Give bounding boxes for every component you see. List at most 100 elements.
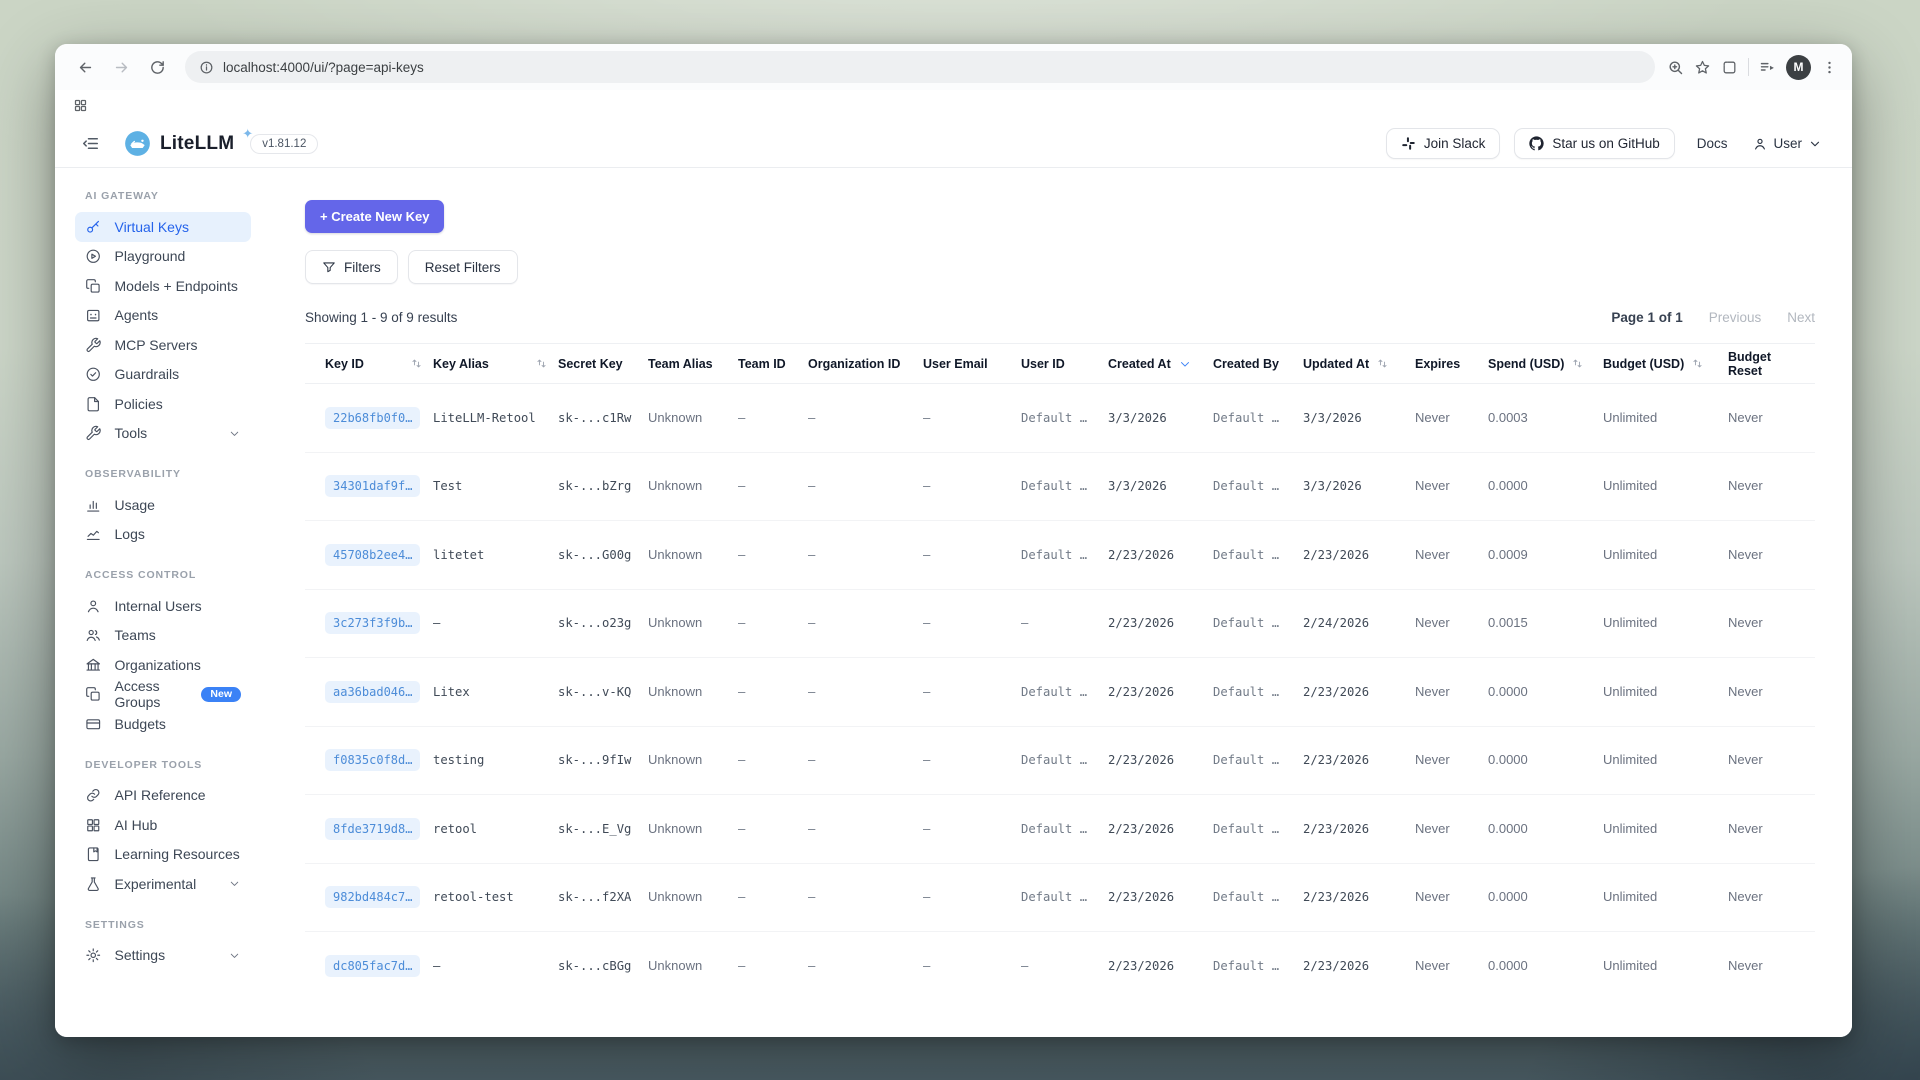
sidebar-item-access-groups[interactable]: Access Groups New [75,678,251,710]
sidebar-item-models-endpoints[interactable]: Models + Endpoints [75,271,251,301]
cell-created-by: Default … [1213,383,1303,453]
cell-value: Never [1415,958,1450,973]
cell-team-id: – [738,657,808,727]
sidebar-item-label: Settings [114,947,166,964]
key-id-link[interactable]: 34301daf9f… [325,475,421,498]
sidebar-item-usage[interactable]: Usage [75,490,251,520]
profile-avatar[interactable]: M [1786,54,1811,80]
sidebar-item-teams[interactable]: Teams [75,621,251,651]
cell-value: – [923,959,931,973]
cell-value: sk-...E_Vg [558,821,632,836]
sort-arrows-icon[interactable] [1571,357,1584,370]
docs-link[interactable]: Docs [1696,136,1728,151]
key-id-link[interactable]: dc805fac7d… [325,955,421,977]
column-header-secret-key: Secret Key [558,343,648,384]
sort-arrows-icon[interactable] [410,357,423,370]
copy-icon [85,686,102,703]
cell-budget-usd: Unlimited [1603,589,1728,658]
sidebar-item-policies[interactable]: Policies [75,389,251,419]
cell-value: Never [1728,409,1763,425]
column-header-updated-at[interactable]: Updated At [1303,343,1415,384]
sidebar-item-organizations[interactable]: Organizations [75,650,251,680]
sidebar-item-ai-hub[interactable]: AI Hub [75,810,251,840]
zoom-icon[interactable] [1667,59,1684,76]
menu-kebab-icon[interactable] [1821,59,1838,76]
cell-user-email: – [923,520,1021,590]
wrench-icon [85,337,102,354]
column-header-spend-usd[interactable]: Spend (USD) [1488,343,1603,384]
cell-team-id: – [738,863,808,932]
sort-desc-icon[interactable] [1178,357,1192,371]
app-header: LiteLLM ✦ v1.81.12 Join Slack Star us on… [55,120,1852,168]
sort-arrows-icon[interactable] [535,357,548,370]
sidebar-item-tools[interactable]: Tools [75,419,251,449]
reload-icon[interactable] [141,51,173,83]
key-id-link[interactable]: 45708b2ee4… [325,543,421,566]
reset-filters-button[interactable]: Reset Filters [407,250,518,284]
cell-value: Default … [1213,616,1280,631]
key-id-link[interactable]: aa36bad046… [325,680,421,703]
sidebar-item-internal-users[interactable]: Internal Users [75,591,251,621]
sidebar-item-api-reference[interactable]: API Reference [75,781,251,811]
cell-team-alias: Unknown [648,863,738,932]
sidebar-item-budgets[interactable]: Budgets [75,709,251,739]
side-panel-icon[interactable] [1759,59,1776,76]
sidebar-item-label: Experimental [114,875,197,892]
cell-created-at: 2/23/2026 [1108,589,1213,658]
litellm-logo-icon [124,130,151,157]
sort-arrows-icon[interactable] [1376,357,1389,370]
forward-icon[interactable] [105,51,137,83]
column-header-budget-reset: Budget Reset [1728,343,1815,384]
sidebar-item-logs[interactable]: Logs [75,520,251,550]
cell-value: – [808,753,816,768]
sidebar-item-virtual-keys[interactable]: Virtual Keys [75,212,251,242]
join-slack-button[interactable]: Join Slack [1385,128,1501,159]
cell-value: Never [1415,683,1450,699]
sidebar-collapse-icon[interactable] [81,134,100,153]
sidebar-item-experimental[interactable]: Experimental [75,869,251,899]
user-menu[interactable]: User [1749,136,1826,151]
column-label: Expires [1415,356,1461,371]
next-page-button[interactable]: Next [1787,310,1815,325]
key-id-link[interactable]: 8fde3719d8… [325,817,421,840]
sidebar-item-settings[interactable]: Settings [75,941,251,971]
sidebar-item-agents[interactable]: Agents [75,301,251,331]
address-bar[interactable]: localhost:4000/ui/?page=api-keys [185,51,1655,83]
cell-value: Default … [1213,410,1280,425]
cell-value: Default … [1213,821,1280,836]
sidebar-item-playground[interactable]: Playground [75,242,251,272]
header-actions: Join Slack Star us on GitHub Docs User [1385,128,1826,159]
cell-created-by: Default … [1213,932,1303,1001]
column-header-created-at[interactable]: Created At [1108,343,1213,384]
sidebar-item-mcp-servers[interactable]: MCP Servers [75,330,251,360]
cell-value: sk-...G00g [558,547,632,562]
key-id-link[interactable]: 3c273f3f9b… [325,612,421,635]
extensions-icon[interactable] [1721,59,1738,76]
star-github-button[interactable]: Star us on GitHub [1514,128,1675,159]
bookmark-star-icon[interactable] [1694,59,1711,76]
keys-table-wrap: Key ID Key Alias Secret Key Team Alias Team … [305,343,1821,1000]
back-icon[interactable] [69,51,101,83]
key-id-link[interactable]: 22b68fb0f0… [325,406,421,429]
previous-page-button[interactable]: Previous [1708,310,1762,325]
cell-budget-reset: Never [1728,932,1815,1001]
column-header-budget-usd[interactable]: Budget (USD) [1603,343,1728,384]
cell-budget-usd: Unlimited [1603,520,1728,590]
column-label: User Email [923,356,988,371]
column-header-key-id[interactable]: Key ID [305,343,433,384]
cell-created-at: 2/23/2026 [1108,932,1213,1001]
cell-value: Unlimited [1603,958,1658,973]
sort-arrows-icon[interactable] [1691,357,1704,370]
sidebar-item-guardrails[interactable]: Guardrails [75,360,251,390]
site-info-icon[interactable] [199,60,214,75]
key-id-link[interactable]: 982bd484c7… [325,886,421,909]
cell-value: Unlimited [1603,409,1658,425]
cell-team-id: – [738,589,808,658]
column-header-key-alias[interactable]: Key Alias [433,343,558,384]
key-id-link[interactable]: f0835c0f8d… [325,749,421,772]
filters-button[interactable]: Filters [305,250,398,284]
create-new-key-button[interactable]: + Create New Key [305,200,445,233]
sidebar-item-learning-resources[interactable]: Learning Resources [75,840,251,870]
apps-grid-icon[interactable] [73,98,88,113]
cell-value: – [923,547,931,562]
